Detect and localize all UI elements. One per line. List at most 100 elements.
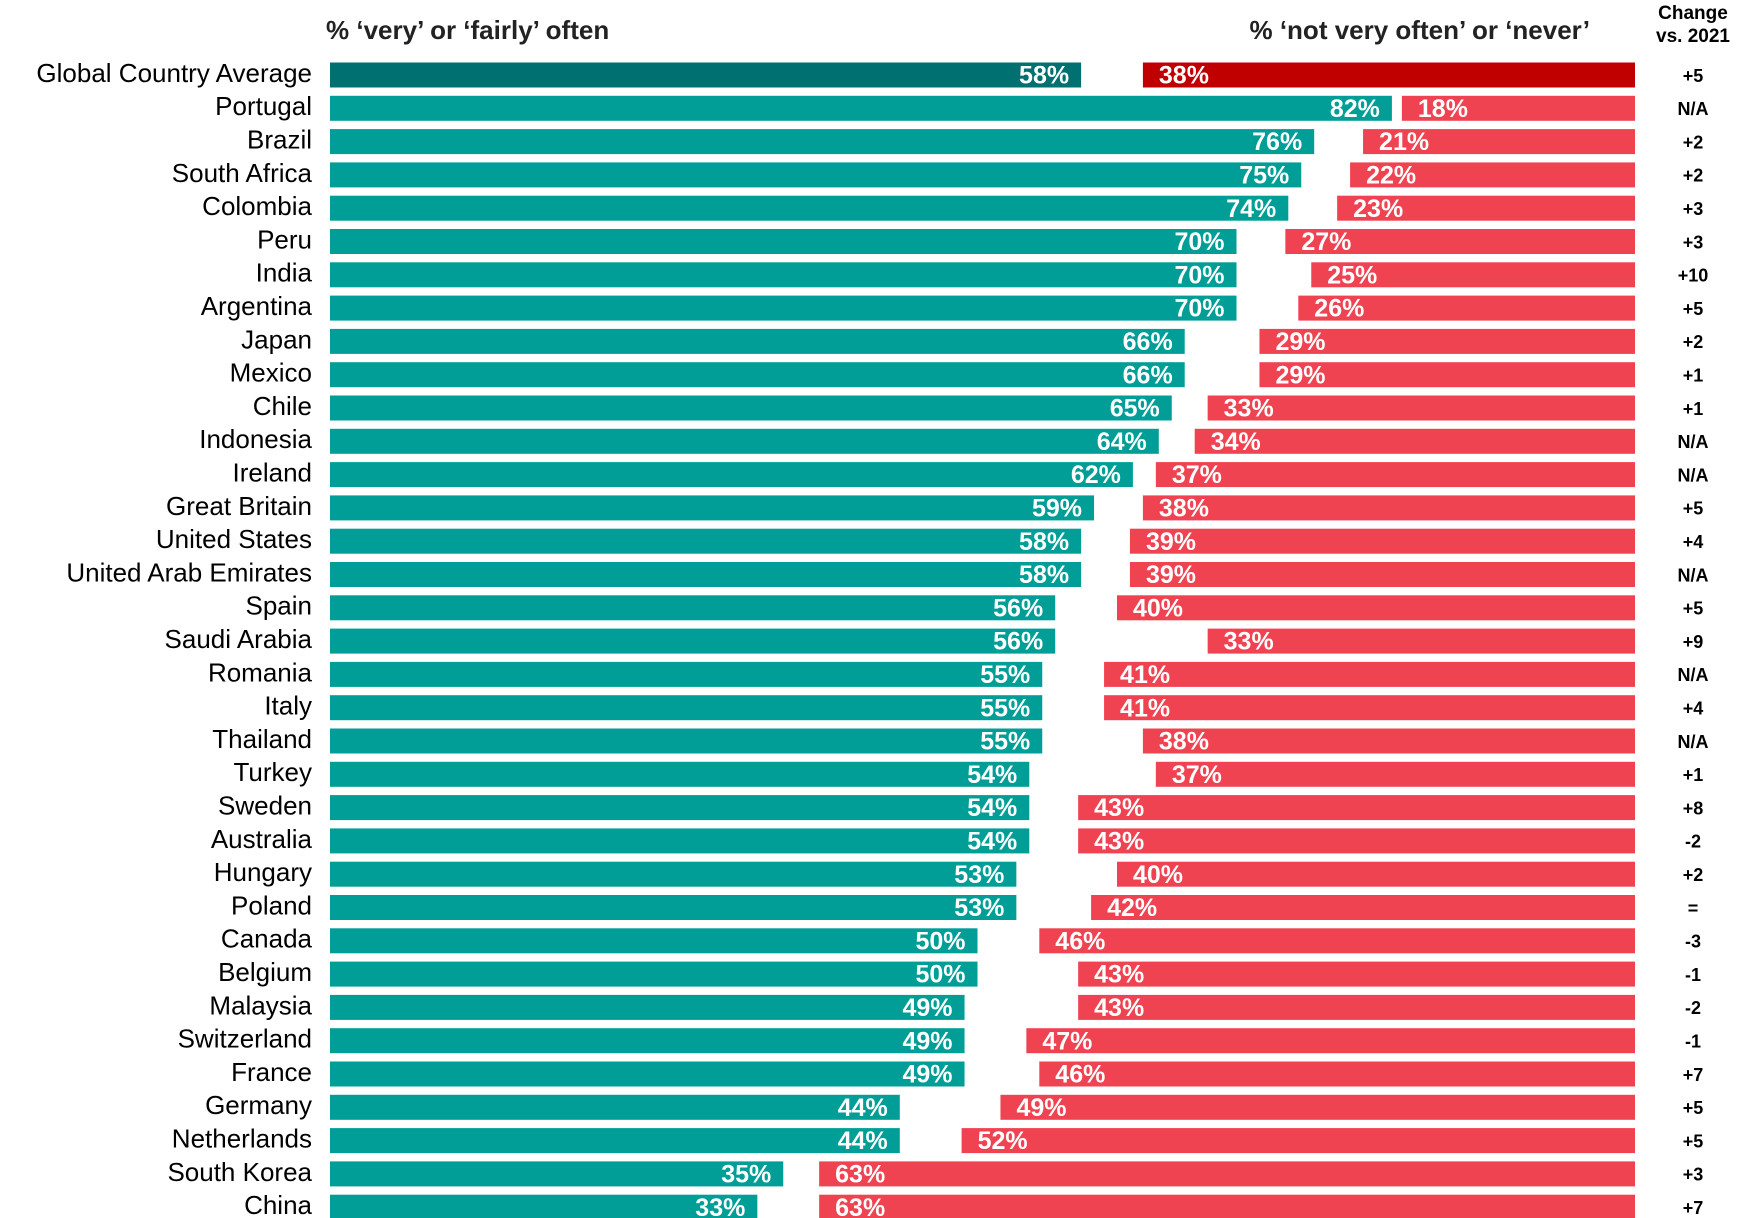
bar-never: [1207, 628, 1635, 654]
bar-often: [330, 562, 1082, 587]
bar-often: [330, 1161, 784, 1187]
category-label: Poland: [231, 890, 312, 920]
category-label: India: [256, 258, 313, 288]
value-label: 25%: [1327, 261, 1377, 289]
bar-never: [1401, 95, 1635, 121]
bar-never: [1078, 795, 1635, 821]
category-label: France: [231, 1057, 312, 1087]
bar-never: [1285, 229, 1635, 254]
category-label: Saudi Arabia: [165, 624, 313, 654]
bar-never: [1142, 495, 1635, 521]
value-label: 40%: [1133, 861, 1183, 889]
bar-often: [330, 462, 1133, 488]
category-label: Portugal: [215, 91, 312, 121]
value-label: 33%: [1224, 628, 1274, 656]
category-label: Spain: [246, 591, 313, 621]
category-label: Romania: [208, 657, 313, 687]
value-label: 35%: [721, 1161, 771, 1189]
change-label: +5: [1683, 66, 1704, 86]
bar-never: [1117, 595, 1635, 621]
value-label: 33%: [695, 1194, 745, 1218]
bar-never: [1350, 162, 1635, 188]
bar-never: [1091, 895, 1635, 920]
bar-often: [330, 661, 1043, 687]
bar-often: [330, 395, 1172, 421]
value-label: 40%: [1133, 594, 1183, 622]
value-label: 75%: [1239, 162, 1289, 190]
bar-often: [330, 1094, 900, 1120]
value-label: 54%: [967, 761, 1017, 789]
value-label: 43%: [1094, 994, 1144, 1022]
change-label: +7: [1683, 1065, 1704, 1085]
bar-often: [330, 362, 1185, 388]
change-label: +1: [1683, 765, 1704, 785]
value-label: 52%: [978, 1127, 1028, 1155]
category-label: United States: [156, 524, 312, 554]
category-label: Mexico: [230, 358, 312, 388]
category-label: Japan: [241, 324, 312, 354]
value-label: 76%: [1252, 128, 1302, 156]
bar-often: [330, 62, 1082, 88]
value-label: 49%: [903, 1027, 953, 1055]
value-label: 22%: [1366, 162, 1416, 190]
value-label: 41%: [1120, 661, 1170, 689]
change-label: +2: [1683, 332, 1704, 352]
value-label: 58%: [1019, 528, 1069, 556]
value-label: 56%: [993, 594, 1043, 622]
change-label: +1: [1683, 399, 1704, 419]
bar-often: [330, 129, 1315, 155]
value-label: 46%: [1055, 927, 1105, 955]
category-label: Sweden: [218, 790, 312, 820]
bar-never: [1104, 661, 1635, 687]
value-label: 54%: [967, 794, 1017, 822]
category-label: Chile: [253, 391, 312, 421]
change-label: N/A: [1678, 732, 1709, 752]
value-label: 63%: [835, 1161, 885, 1189]
change-label: +5: [1683, 299, 1704, 319]
value-label: 49%: [1016, 1094, 1066, 1122]
category-label: Belgium: [218, 957, 312, 987]
value-label: 23%: [1353, 195, 1403, 223]
bar-never: [1039, 1061, 1635, 1087]
bar-never: [961, 1128, 1635, 1154]
change-label: N/A: [1678, 565, 1709, 585]
category-label: Netherlands: [172, 1123, 312, 1153]
bar-often: [330, 628, 1056, 654]
category-label: Great Britain: [166, 491, 312, 521]
bar-often: [330, 229, 1237, 254]
value-label: 43%: [1094, 794, 1144, 822]
change-label: +4: [1683, 698, 1704, 718]
bar-never: [1142, 62, 1635, 88]
change-label: +3: [1683, 1165, 1704, 1185]
bar-never: [1259, 362, 1635, 388]
category-label: Germany: [205, 1090, 312, 1120]
value-label: 63%: [835, 1194, 885, 1218]
value-label: 74%: [1226, 195, 1276, 223]
bar-never: [1078, 828, 1635, 854]
value-label: 37%: [1172, 461, 1222, 489]
value-label: 66%: [1123, 361, 1173, 389]
change-label: +2: [1683, 166, 1704, 186]
value-label: 37%: [1172, 761, 1222, 789]
category-label: Australia: [211, 824, 313, 854]
bar-often: [330, 828, 1030, 854]
bar-never: [1026, 1028, 1635, 1054]
bar-often: [330, 1128, 900, 1154]
bar-never: [1142, 728, 1635, 754]
bar-never: [1129, 528, 1635, 554]
change-label: +3: [1683, 232, 1704, 252]
value-label: 41%: [1120, 694, 1170, 722]
bar-often: [330, 795, 1030, 821]
value-label: 18%: [1418, 95, 1468, 123]
change-label: +3: [1683, 199, 1704, 219]
category-label: Thailand: [212, 724, 312, 754]
bar-often: [330, 428, 1159, 454]
value-label: 43%: [1094, 961, 1144, 989]
bar-often: [330, 328, 1185, 354]
value-label: 38%: [1159, 495, 1209, 523]
category-label: Colombia: [202, 191, 312, 221]
right-header: % ‘not very often’ or ‘never’: [1249, 15, 1590, 45]
value-label: 21%: [1379, 128, 1429, 156]
value-label: 50%: [915, 927, 965, 955]
value-label: 56%: [993, 628, 1043, 656]
